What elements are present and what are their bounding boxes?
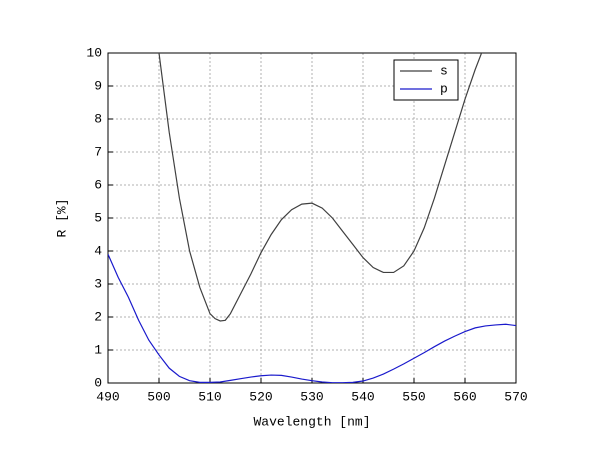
y-tick-label: 1 [94,342,102,357]
x-tick-label: 500 [147,389,170,404]
x-tick-label: 570 [504,389,527,404]
series-line [108,254,516,383]
x-tick-label: 520 [249,389,272,404]
x-tick-label: 510 [198,389,221,404]
y-tick-label: 9 [94,78,102,93]
x-tick-label: 530 [300,389,323,404]
x-tick-label: 560 [453,389,476,404]
y-tick-label: 2 [94,309,102,324]
plot-frame [107,52,517,384]
y-tick-label: 8 [94,111,102,126]
legend-label: s [440,63,448,78]
x-axis-label: Wavelength [nm] [253,414,370,429]
legend-box [393,59,459,101]
y-tick-label: 3 [94,276,102,291]
y-tick-label: 5 [94,210,102,225]
x-tick-label: 550 [402,389,425,404]
y-tick-label: 0 [94,375,102,390]
series-line [158,53,483,322]
y-axis-label: R [%] [54,198,69,237]
x-tick-label: 490 [96,389,119,404]
legend-label: p [440,81,448,96]
y-tick-label: 7 [94,144,102,159]
y-tick-label: 4 [94,243,102,258]
y-tick-label: 10 [86,45,102,60]
x-tick-label: 540 [351,389,374,404]
y-tick-label: 6 [94,177,102,192]
